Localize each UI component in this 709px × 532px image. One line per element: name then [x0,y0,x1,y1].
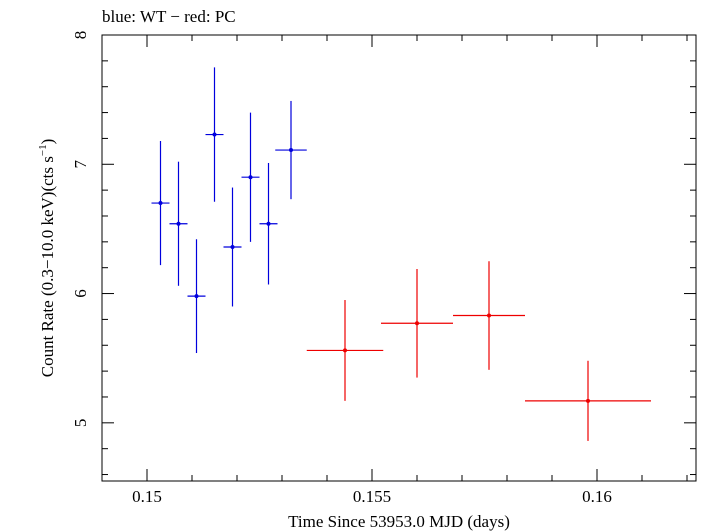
y-axis-tick-labels: 5 6 7 8 [71,31,90,427]
y-axis-label-superscript: −1 [37,144,49,156]
y-tick-label: 5 [71,419,90,428]
x-axis-ticks [101,35,688,481]
data-point [230,245,235,250]
data-point [289,148,293,153]
y-tick-label: 7 [71,160,90,169]
data-point [194,294,199,299]
data-point [158,201,163,206]
series-pc [306,261,651,441]
x-axis-label: Time Since 53953.0 MJD (days) [288,512,510,531]
y-axis-label-end: ) [38,139,57,145]
data-point [415,321,419,326]
data-point [586,398,590,403]
y-axis-ticks [102,34,696,476]
y-tick-label: 8 [71,31,90,40]
plot-frame [101,34,697,482]
x-tick-label: 0.16 [582,487,612,506]
y-axis-label-main: Count Rate (0.3−10.0 keV)(cts s [38,156,57,377]
y-axis-label: Count Rate (0.3−10.0 keV)(cts s−1) [37,139,57,378]
x-tick-label: 0.15 [132,487,162,506]
data-point [176,221,181,226]
x-axis-tick-labels: 0.15 0.155 0.16 [132,487,612,506]
chart-title: blue: WT − red: PC [102,7,236,26]
x-tick-label: 0.155 [353,487,391,506]
data-series [151,67,651,441]
data-point [487,313,491,318]
series-wt [151,67,307,354]
y-tick-label: 6 [71,289,90,298]
data-point [266,221,271,226]
data-point [343,348,347,353]
data-point [212,132,217,137]
data-point [248,175,253,180]
